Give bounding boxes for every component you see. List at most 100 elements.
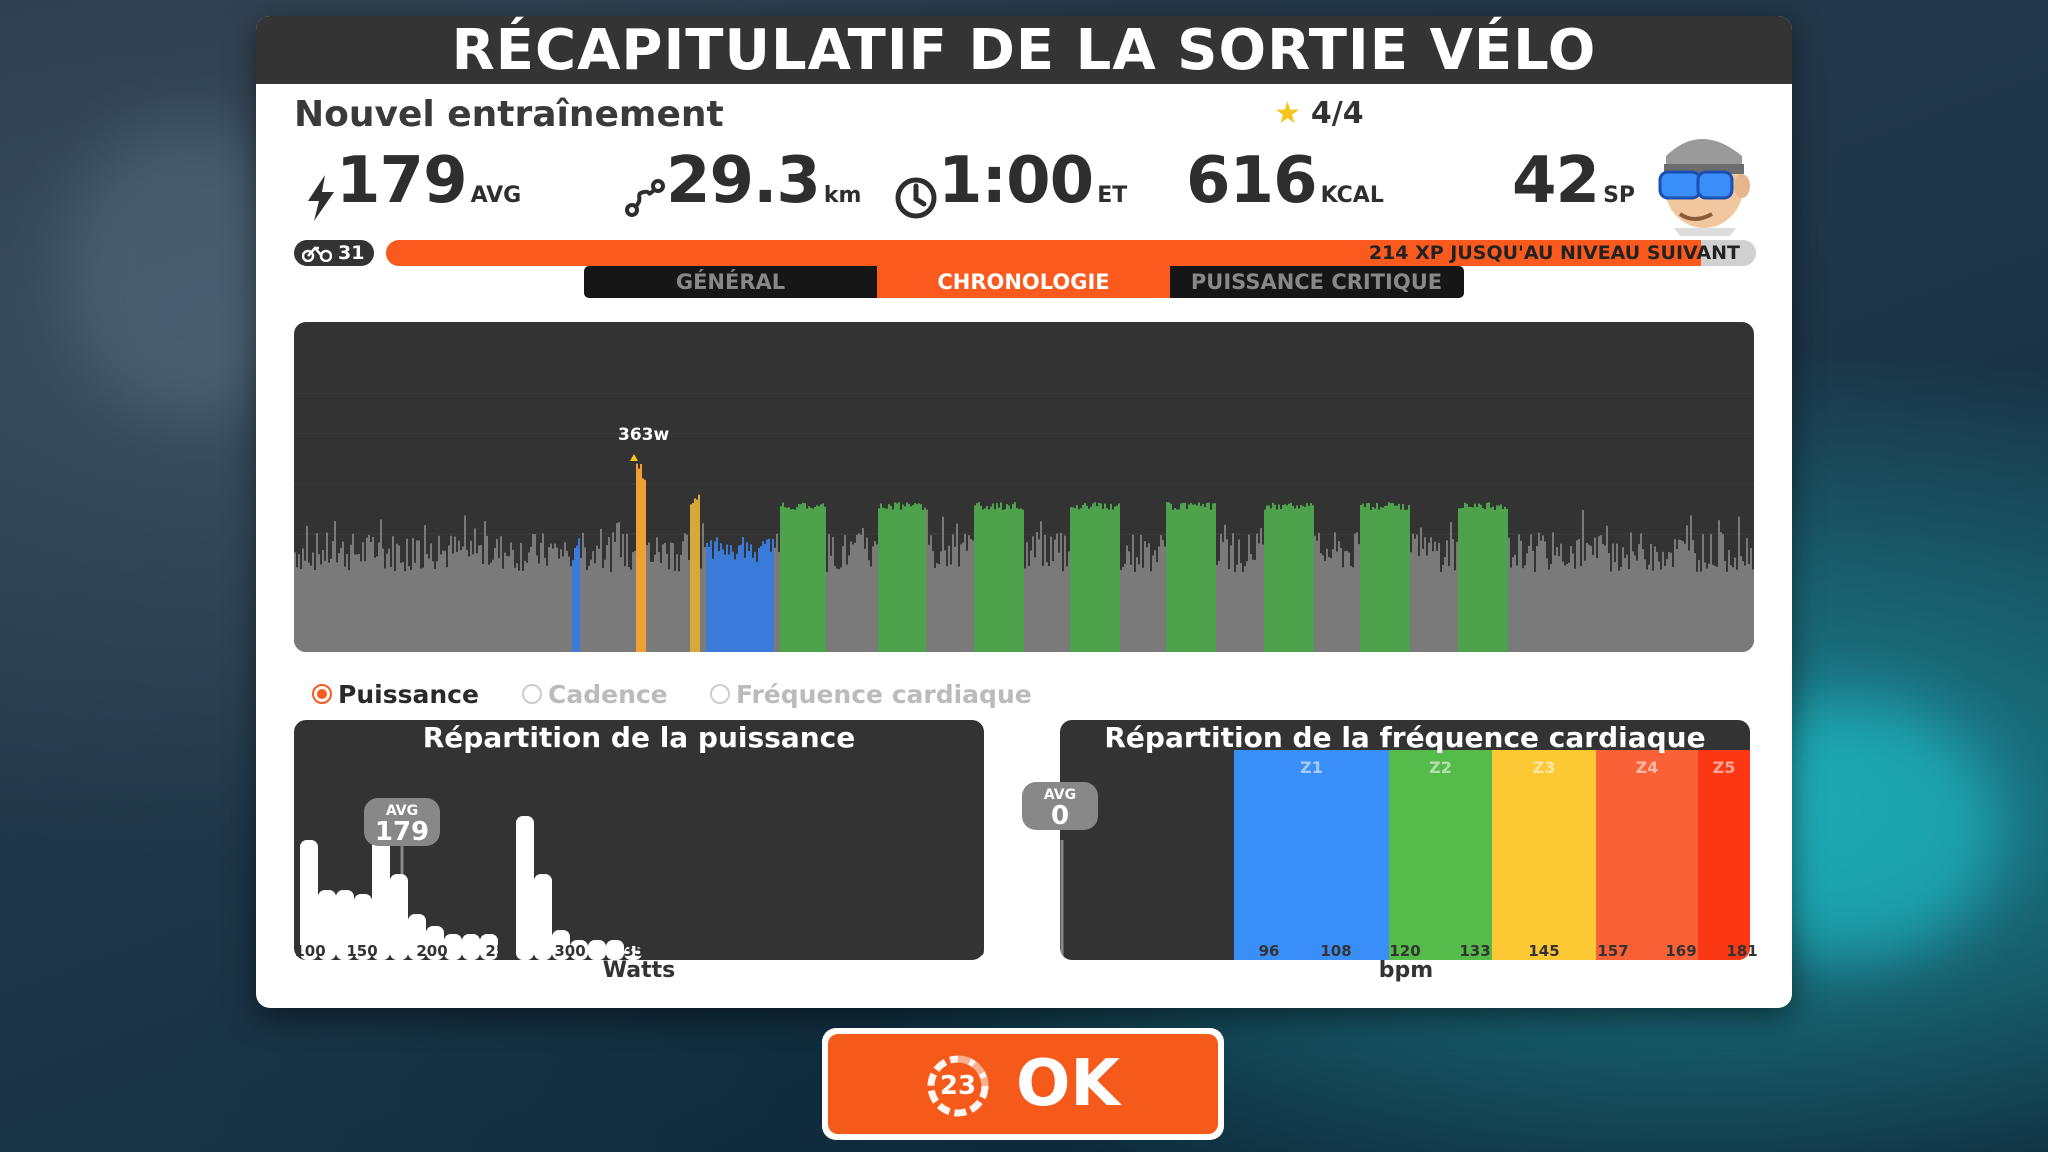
page-title: RÉCAPITULATIF DE LA SORTIE VÉLO bbox=[451, 18, 1597, 83]
power-tick: 250 bbox=[485, 942, 517, 960]
power-tick: 100 bbox=[294, 942, 326, 960]
hr-tick: 72 bbox=[1121, 942, 1143, 960]
clock-icon bbox=[895, 177, 937, 218]
distance-value: 29.3 bbox=[666, 144, 821, 218]
hr-zone-2: Z2 bbox=[1389, 750, 1492, 960]
power-avg-badge: AVG 179 bbox=[364, 798, 440, 846]
ok-label: OK bbox=[1016, 1047, 1120, 1121]
hr-zone-4: Z4 bbox=[1596, 750, 1698, 960]
hr-tick: 60 bbox=[1064, 942, 1086, 960]
hr-tick: 120 bbox=[1389, 942, 1421, 960]
distance-stat: 29.3 km bbox=[624, 144, 861, 224]
hr-avg-line bbox=[1060, 840, 1064, 960]
hr-tick: 96 bbox=[1258, 942, 1280, 960]
hr-tick: 108 bbox=[1320, 942, 1352, 960]
power-tick: 550 bbox=[899, 942, 931, 960]
power-tick: 200 bbox=[416, 942, 448, 960]
calories-stat: 616 KCAL bbox=[1186, 144, 1384, 224]
radio-puissance[interactable]: Puissance bbox=[312, 680, 479, 709]
countdown-value: 23 bbox=[939, 1071, 977, 1101]
rating-value: 4/4 bbox=[1310, 96, 1364, 131]
hr-tick: 157 bbox=[1597, 942, 1629, 960]
power-histogram bbox=[300, 800, 642, 960]
radio-dot bbox=[710, 684, 730, 704]
route-icon bbox=[625, 178, 665, 217]
ride-summary-panel: RÉCAPITULATIF DE LA SORTIE VÉLO Nouvel e… bbox=[256, 16, 1792, 1008]
ok-button[interactable]: 23 OK bbox=[822, 1028, 1224, 1140]
power-x-label: Watts bbox=[602, 958, 676, 983]
power-timeline-chart: 363w bbox=[294, 322, 1754, 652]
time-value: 1:00 bbox=[938, 144, 1094, 218]
tab-puissance-critique[interactable]: PUISSANCE CRITIQUE bbox=[1190, 270, 1443, 294]
sp-unit: SP bbox=[1603, 183, 1636, 208]
hr-zone-1: Z1 bbox=[1234, 750, 1389, 960]
power-stat: 179 AVG bbox=[306, 144, 521, 224]
hr-avg-badge: AVG 0 bbox=[1022, 782, 1098, 830]
radio-cadence[interactable]: Cadence bbox=[522, 680, 668, 709]
ok-button-face: 23 OK bbox=[828, 1034, 1218, 1134]
power-unit: AVG bbox=[470, 183, 522, 208]
countdown-ring-icon bbox=[927, 1055, 989, 1117]
power-value: 179 bbox=[336, 144, 468, 218]
radio-label: Puissance bbox=[338, 680, 479, 709]
title-bar: RÉCAPITULATIF DE LA SORTIE VÉLO bbox=[256, 16, 1792, 84]
time-stat: 1:00 ET bbox=[894, 144, 1127, 224]
star-icon: ★ bbox=[1274, 96, 1301, 131]
lightning-icon bbox=[308, 174, 334, 221]
hr-tick: 181 bbox=[1726, 942, 1758, 960]
radio-label: Fréquence cardiaque bbox=[736, 680, 1032, 709]
xp-progress-fill bbox=[386, 240, 1702, 266]
workout-name: Nouvel entraînement bbox=[294, 94, 724, 135]
hr-zone-label: Z2 bbox=[1429, 758, 1452, 777]
power-tick: 450 bbox=[761, 942, 793, 960]
timeline-graph: 363w bbox=[294, 393, 1754, 652]
peak-label: 363w bbox=[618, 425, 669, 445]
hr-zone-label: Z3 bbox=[1532, 758, 1556, 777]
power-distribution-title: Répartition de la puissance bbox=[422, 721, 856, 754]
level-value: 31 bbox=[338, 242, 365, 264]
hr-tick: 169 bbox=[1665, 942, 1697, 960]
power-avg-value: 179 bbox=[374, 817, 430, 847]
tab-general[interactable]: GÉNÉRAL bbox=[675, 270, 786, 294]
hr-zone-3: Z3 bbox=[1492, 750, 1596, 960]
power-tick: 400 bbox=[692, 942, 724, 960]
calories-value: 616 bbox=[1186, 144, 1318, 218]
tab-chronologie[interactable]: CHRONOLOGIE bbox=[877, 266, 1170, 298]
hr-distribution-title: Répartition de la fréquence cardiaque bbox=[1104, 721, 1706, 754]
hr-zone-label: Z5 bbox=[1712, 758, 1736, 777]
summary-tabs: GÉNÉRAL CHRONOLOGIE PUISSANCE CRITIQUE bbox=[584, 266, 1464, 298]
power-tick: 150 bbox=[346, 942, 378, 960]
power-distribution-chart: Répartition de la puissance AVG 179 bbox=[294, 720, 984, 960]
radio-frequence-cardiaque[interactable]: Fréquence cardiaque bbox=[710, 680, 1032, 709]
hr-tick: 84 bbox=[1189, 942, 1211, 960]
sp-stat: 42 SP bbox=[1512, 144, 1635, 224]
hr-zone-label: Z1 bbox=[1300, 758, 1323, 777]
hr-zone-label: Z4 bbox=[1635, 758, 1659, 777]
power-tick: 350 bbox=[623, 942, 655, 960]
power-tick: 300 bbox=[554, 942, 586, 960]
radio-label: Cadence bbox=[548, 680, 668, 709]
radio-dot bbox=[312, 684, 332, 704]
time-unit: ET bbox=[1097, 183, 1128, 208]
peak-marker-icon bbox=[630, 454, 638, 461]
rider-avatar bbox=[1658, 139, 1750, 236]
hr-tick: 133 bbox=[1459, 942, 1491, 960]
power-avg-label: AVG bbox=[385, 803, 419, 819]
xp-progress-bar: 214 XP JUSQU'AU NIVEAU SUIVANT bbox=[386, 240, 1756, 266]
hr-zone-5: Z5 bbox=[1698, 750, 1750, 960]
distance-unit: km bbox=[823, 183, 862, 208]
level-badge: 31 bbox=[294, 240, 374, 266]
rating: ★ 4/4 bbox=[1274, 96, 1364, 131]
hr-x-label: bpm bbox=[1378, 958, 1434, 983]
hr-avg-value: 0 bbox=[1050, 801, 1070, 831]
xp-text: 214 XP JUSQU'AU NIVEAU SUIVANT bbox=[1368, 242, 1740, 264]
hr-avg-label: AVG bbox=[1043, 787, 1077, 803]
power-tick: 600 bbox=[953, 942, 985, 960]
sp-value: 42 bbox=[1512, 144, 1600, 218]
hr-distribution-chart: Répartition de la fréquence cardiaque Z1… bbox=[1060, 720, 1750, 960]
power-tick: 500 bbox=[830, 942, 862, 960]
radio-dot bbox=[522, 684, 542, 704]
hr-tick: 145 bbox=[1528, 942, 1560, 960]
bike-icon bbox=[302, 246, 332, 262]
calories-unit: KCAL bbox=[1320, 183, 1384, 208]
